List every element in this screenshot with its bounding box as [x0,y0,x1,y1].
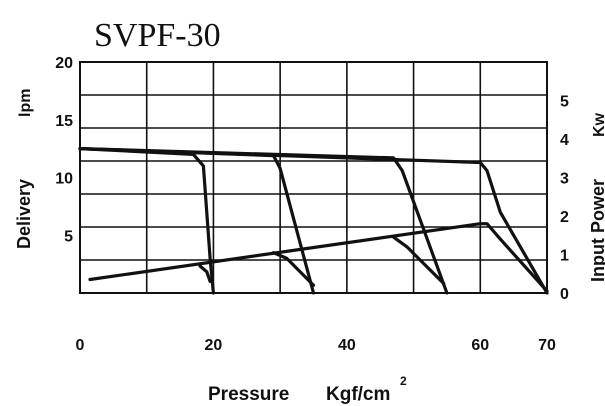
chart-title: SVPF-30 [94,17,221,54]
y-right-tick-label: 3 [560,171,569,188]
power-curve-4 [88,222,549,293]
y-left-label: Delivery [14,179,34,249]
y-left-tick-labels: 5 10 15 20 [55,55,73,245]
x-tick-label: 20 [205,337,223,354]
y-left-tick-label: 5 [64,228,73,245]
y-right-tick-label: 5 [560,94,569,111]
x-axis-label: Pressure [208,384,289,405]
power-curve-5 [198,264,212,283]
y-right-tick-label: 1 [560,248,569,265]
y-right-tick-label: 4 [560,132,569,149]
y-left-tick-label: 15 [55,113,73,130]
delivery-curve-1 [78,147,316,295]
power-curve-6 [271,251,316,287]
y-right-unit: Kw [591,112,605,137]
x-tick-label: 60 [471,337,489,354]
grid-lines [80,62,547,293]
x-tick-label: 40 [338,337,356,354]
y-right-tick-labels: 0 1 2 3 4 5 [560,94,569,304]
series-lines [78,147,549,295]
delivery-curve-2 [78,147,449,295]
y-left-tick-label: 20 [55,55,73,72]
x-tick-label: 0 [76,337,85,354]
y-left-unit: lpm [17,89,34,117]
y-right-tick-label: 0 [560,286,569,303]
power-curve-7 [392,235,446,285]
delivery-curve-3 [78,147,549,295]
plot-frame [79,61,548,294]
y-right-tick-label: 2 [560,209,569,226]
x-tick-labels: 0 20 40 60 70 [76,337,556,354]
y-right-label: Input Power [588,179,605,282]
y-left-tick-label: 10 [55,171,73,188]
x-axis-unit-superscript: 2 [400,374,407,388]
x-axis-unit: Kgf/cm [326,384,390,405]
x-tick-label: 70 [538,337,556,354]
